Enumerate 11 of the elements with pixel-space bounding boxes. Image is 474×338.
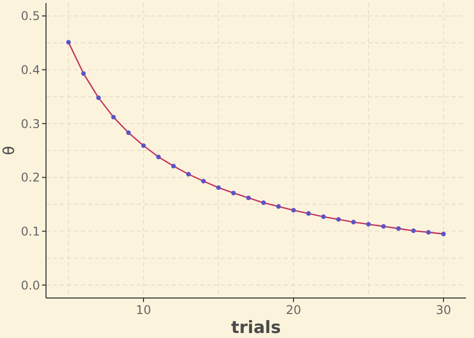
- y-tick-label: 0.2: [20, 170, 40, 185]
- y-tick-label: 0.3: [20, 116, 40, 131]
- y-tick-label: 0.0: [20, 278, 40, 292]
- x-tick-label: 30: [436, 303, 452, 317]
- x-axis-title: trials: [231, 318, 281, 338]
- y-tick-label: 0.4: [20, 62, 40, 77]
- y-tick-label: 0.5: [20, 9, 40, 24]
- x-tick-label: 20: [286, 303, 302, 317]
- y-tick-label: 0.1: [20, 224, 40, 238]
- x-tick-label: 10: [136, 303, 152, 317]
- y-axis-title: θ: [0, 146, 18, 156]
